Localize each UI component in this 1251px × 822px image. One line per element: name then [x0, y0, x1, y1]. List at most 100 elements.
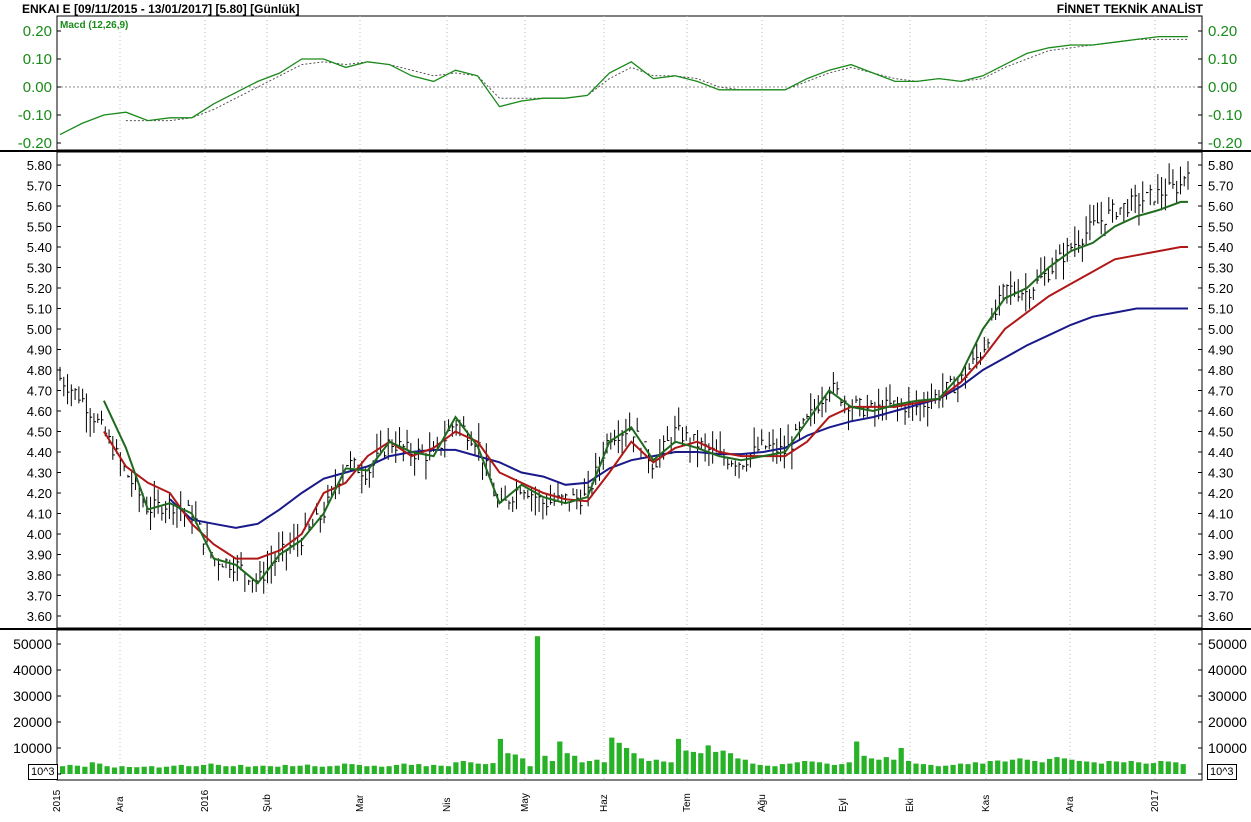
volume-bar [891, 759, 897, 774]
x-tick-label: Tem [682, 793, 693, 812]
volume-tick-left: 20000 [13, 714, 52, 730]
volume-bar [735, 758, 741, 774]
volume-bar [802, 761, 808, 774]
volume-bar [1180, 764, 1186, 774]
volume-bar [868, 758, 875, 774]
volume-bar [290, 766, 296, 774]
volume-bar [119, 766, 125, 774]
volume-bar [186, 766, 192, 774]
price-tick-right: 5.30 [1208, 261, 1233, 276]
volume-bar [698, 753, 704, 774]
macd-line [59, 35, 1188, 136]
volume-tick-left: 30000 [13, 688, 52, 704]
volume-bar [67, 764, 73, 774]
volume-bar [913, 763, 919, 774]
x-tick-label: Nis [442, 798, 453, 812]
price-tick-right: 5.40 [1208, 240, 1233, 255]
volume-bar [215, 764, 221, 774]
volume-bar [1017, 758, 1023, 774]
volume-bar [1143, 763, 1149, 774]
price-tick-left: 5.40 [27, 240, 52, 255]
volume-bar [742, 759, 748, 774]
x-tick-label: Mar [355, 794, 366, 812]
volume-bar [1113, 761, 1119, 774]
volume-bar [1024, 759, 1030, 774]
price-tick-left: 3.70 [27, 589, 52, 604]
volume-bar [661, 761, 667, 774]
volume-bar [935, 766, 941, 774]
volume-bar [720, 750, 726, 774]
volume-bar [765, 765, 771, 774]
ma-mid-line [103, 246, 1188, 560]
macd-signal-line [125, 38, 1188, 122]
volume-bar [319, 766, 325, 774]
volume-bar [1165, 761, 1171, 774]
volume-bar [631, 753, 637, 774]
price-tick-left: 4.50 [27, 425, 52, 440]
volume-bar [1076, 761, 1082, 774]
volume-bar [779, 764, 785, 774]
macd-legend: Macd (12,26,9) [60, 20, 129, 31]
macd-tick-right: -0.20 [1208, 135, 1242, 152]
volume-bar [727, 753, 734, 774]
price-tick-right: 5.80 [1208, 158, 1233, 173]
volume-bar [201, 764, 207, 774]
price-tick-left: 4.20 [27, 486, 52, 501]
volume-tick-left: 40000 [13, 662, 52, 678]
volume-bar [824, 763, 830, 774]
price-tick-left: 5.00 [27, 322, 52, 337]
volume-bar [906, 761, 912, 774]
volume-bar [379, 766, 385, 774]
volume-bar [460, 761, 466, 774]
price-tick-right: 4.80 [1208, 363, 1233, 378]
price-tick-right: 5.10 [1208, 302, 1233, 317]
volume-bar [490, 763, 496, 774]
volume-bar [542, 755, 548, 774]
volume-bar [861, 755, 867, 774]
volume-bar [208, 763, 214, 774]
price-tick-left: 4.30 [27, 466, 52, 481]
volume-bar [995, 760, 1001, 774]
volume-bar [831, 764, 837, 774]
x-tick-label: Haz [599, 794, 610, 812]
volume-bar [549, 761, 555, 774]
volume-bar [401, 763, 407, 774]
volume-bar [794, 762, 800, 774]
volume-tick-right: 20000 [1208, 714, 1247, 730]
volume-bar [839, 764, 845, 774]
volume-bar [193, 766, 199, 774]
volume-bar [327, 766, 333, 774]
volume-bar [980, 763, 986, 774]
macd-tick-right: -0.10 [1208, 107, 1242, 124]
volume-unit-right: 10^3 [1207, 764, 1237, 780]
x-tick-label: Kas [981, 795, 992, 812]
price-tick-right: 5.20 [1208, 281, 1233, 296]
macd-tick-left: 0.10 [23, 51, 52, 68]
volume-bar [483, 764, 489, 774]
volume-bar [898, 748, 904, 774]
volume-tick-left: 50000 [13, 636, 52, 652]
volume-bar [134, 767, 140, 774]
volume-bar [297, 765, 303, 774]
volume-bar [757, 764, 763, 774]
volume-bar [624, 748, 630, 774]
macd-frame [56, 15, 1203, 151]
macd-tick-left: -0.10 [18, 107, 52, 124]
volume-bar [1032, 761, 1038, 774]
volume-bar [149, 766, 155, 774]
price-tick-right: 4.00 [1208, 527, 1233, 542]
volume-bar [431, 764, 437, 774]
x-tick-label: 2017 [1150, 789, 1161, 812]
volume-bar [579, 762, 585, 774]
price-tick-left: 3.80 [27, 568, 52, 583]
price-tick-left: 5.70 [27, 179, 52, 194]
volume-bar [690, 751, 696, 774]
volume-bar [646, 761, 652, 774]
volume-bar [230, 766, 236, 774]
volume-bar [312, 766, 318, 774]
volume-bar [1121, 762, 1127, 774]
volume-bar [787, 763, 793, 774]
volume-tick-right: 50000 [1208, 636, 1247, 652]
macd-tick-right: 0.20 [1208, 23, 1237, 40]
